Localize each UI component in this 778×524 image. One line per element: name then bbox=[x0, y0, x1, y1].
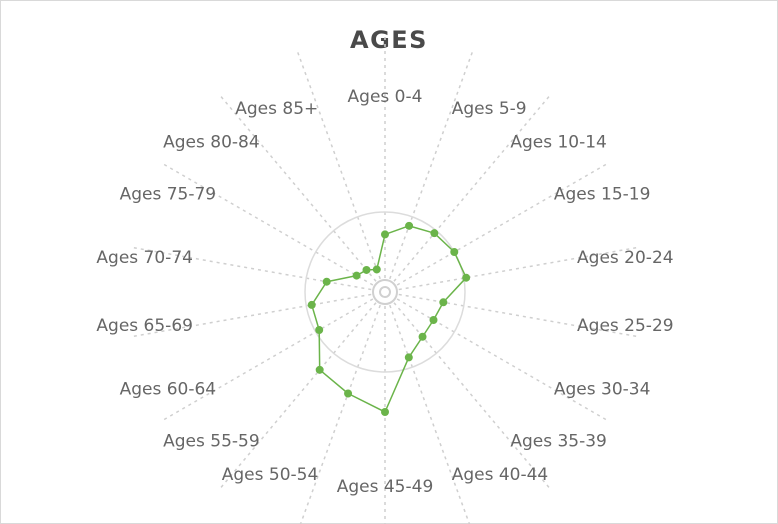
axis-label: Ages 70-74 bbox=[96, 248, 193, 268]
series-line bbox=[310, 225, 467, 413]
radar-spoke bbox=[384, 163, 607, 293]
axis-label: Ages 80-84 bbox=[163, 133, 260, 153]
radar-spoke bbox=[299, 291, 386, 524]
axis-label: Ages 20-24 bbox=[577, 248, 674, 268]
axis-label: Ages 85+ bbox=[235, 99, 318, 119]
data-point bbox=[344, 389, 353, 398]
radar-spoke bbox=[384, 291, 607, 421]
axis-label: Ages 25-29 bbox=[577, 316, 674, 336]
data-point bbox=[462, 273, 471, 282]
radar-spoke bbox=[384, 291, 637, 338]
radar-spoke bbox=[384, 291, 471, 524]
data-point bbox=[352, 271, 361, 280]
axis-label: Ages 45-49 bbox=[337, 477, 434, 497]
data-point bbox=[450, 248, 459, 256]
radar-spoke bbox=[133, 291, 386, 338]
data-point bbox=[405, 221, 414, 230]
axis-label: Ages 30-34 bbox=[554, 380, 651, 400]
data-point bbox=[315, 326, 324, 334]
axis-label: Ages 5-9 bbox=[452, 99, 527, 119]
axis-label: Ages 40-44 bbox=[452, 465, 549, 485]
axis-label: Ages 75-79 bbox=[120, 185, 217, 205]
data-point bbox=[381, 230, 389, 239]
chart-title: AGES bbox=[350, 26, 428, 54]
data-point bbox=[307, 300, 316, 309]
axis-label: Ages 60-64 bbox=[120, 380, 217, 400]
axis-label: Ages 35-39 bbox=[510, 431, 607, 451]
radar-spoke bbox=[384, 291, 550, 488]
radar-spoke bbox=[163, 291, 386, 421]
axis-label: Ages 0-4 bbox=[348, 87, 423, 107]
axis-label: Ages 55-59 bbox=[163, 431, 260, 451]
data-point bbox=[430, 229, 439, 238]
data-point bbox=[429, 316, 438, 324]
radar-spoke bbox=[220, 96, 386, 293]
radar-spoke bbox=[297, 52, 386, 293]
axis-label: Ages 50-54 bbox=[222, 465, 319, 485]
radar-spoke bbox=[220, 291, 386, 488]
radar-spoke bbox=[163, 163, 386, 293]
data-point bbox=[362, 265, 371, 274]
radar-spoke bbox=[133, 246, 386, 293]
radar-spoke bbox=[384, 52, 473, 293]
data-point bbox=[418, 332, 427, 341]
radar-spoke bbox=[384, 96, 550, 293]
data-point bbox=[404, 353, 413, 362]
axis-label: Ages 15-19 bbox=[554, 185, 651, 205]
data-point bbox=[439, 298, 448, 307]
radar-spoke bbox=[384, 246, 637, 293]
reference-circle bbox=[304, 211, 466, 373]
data-point bbox=[322, 277, 331, 286]
data-point bbox=[381, 408, 389, 416]
center-hub bbox=[372, 279, 398, 305]
data-point bbox=[315, 365, 324, 374]
axis-label: Ages 65-69 bbox=[96, 316, 193, 336]
data-point bbox=[372, 265, 381, 274]
center-hub-inner bbox=[379, 286, 391, 298]
axis-label: Ages 10-14 bbox=[510, 133, 607, 153]
